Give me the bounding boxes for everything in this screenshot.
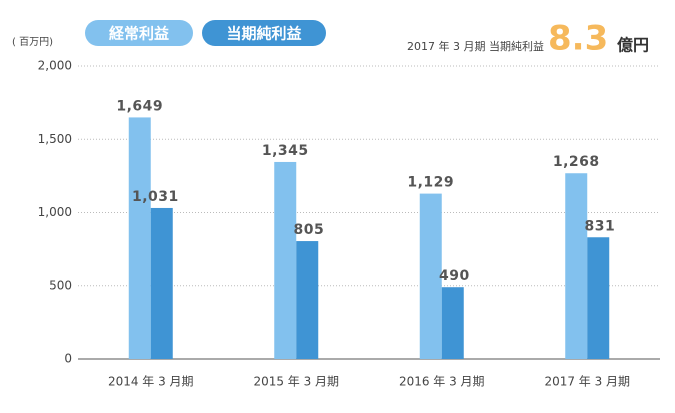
x-tick-label: 2017 年 3 月期 <box>544 375 630 389</box>
x-tick-label: 2016 年 3 月期 <box>399 375 485 389</box>
bar <box>128 117 151 359</box>
x-tick-label: 2015 年 3 月期 <box>253 375 339 389</box>
value-label: 805 <box>294 222 325 238</box>
y-tick-label: 1,500 <box>38 132 72 146</box>
legend-label: 当期純利益 <box>226 25 301 43</box>
value-label: 1,649 <box>116 98 163 114</box>
value-label: 1,031 <box>132 189 179 205</box>
value-label: 831 <box>585 218 616 234</box>
legend-item <box>85 20 193 46</box>
bar <box>150 207 173 359</box>
y-tick-label: 1,000 <box>38 205 72 219</box>
y-tick-label: 2,000 <box>38 59 72 73</box>
x-tick-label: 2014 年 3 月期 <box>108 375 194 389</box>
value-label: 1,268 <box>553 154 600 170</box>
bar <box>419 193 442 359</box>
y-tick-label: 500 <box>49 278 72 292</box>
y-tick-label: 0 <box>64 352 72 366</box>
unit-label: ( 百万円) <box>12 36 53 48</box>
bar <box>565 173 588 359</box>
bar <box>587 237 610 359</box>
bar <box>296 241 319 359</box>
value-label: 1,345 <box>262 143 309 159</box>
bar <box>441 287 464 359</box>
annotation-value: 8.3 <box>548 19 608 59</box>
annotation-label: 2017 年 3 月期 当期純利益 <box>407 39 544 53</box>
annotation-unit: 億円 <box>617 36 649 55</box>
legend-item <box>202 20 326 46</box>
value-label: 1,129 <box>407 175 454 191</box>
bar <box>274 161 297 359</box>
legend-label: 経常利益 <box>109 25 169 43</box>
value-label: 490 <box>439 268 470 284</box>
